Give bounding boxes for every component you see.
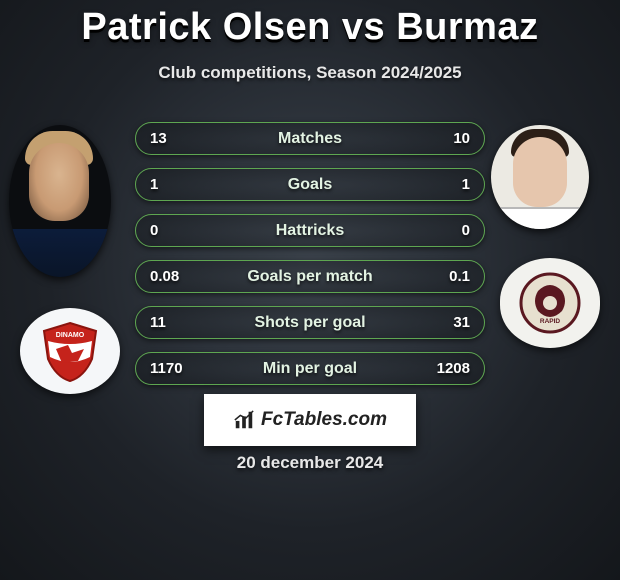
brand-box: FcTables.com (204, 394, 416, 446)
stat-row-shots_per_goal: 11 Shots per goal 31 (135, 306, 485, 339)
stat-row-hattricks: 0 Hattricks 0 (135, 214, 485, 247)
stat-p2-value: 1208 (437, 360, 470, 377)
stat-p1-value: 0 (150, 222, 158, 239)
stat-label: Shots per goal (254, 314, 365, 332)
date-text: 20 december 2024 (0, 453, 620, 473)
page-title: Patrick Olsen vs Burmaz (0, 0, 620, 49)
stat-p2-value: 0 (462, 222, 470, 239)
stat-p2-value: 10 (453, 130, 470, 147)
stat-row-goals: 1 Goals 1 (135, 168, 485, 201)
player2-club-badge: RAPID (500, 258, 600, 348)
stat-row-min_per_goal: 1170 Min per goal 1208 (135, 352, 485, 385)
brand-text: FcTables.com (261, 409, 387, 431)
stats-list: 13Matches101Goals10Hattricks00.08Goals p… (135, 122, 485, 385)
svg-text:DINAMO: DINAMO (56, 332, 85, 339)
subtitle: Club competitions, Season 2024/2025 (0, 63, 620, 83)
stat-p2-value: 0.1 (449, 268, 470, 285)
stat-label: Min per goal (263, 360, 357, 378)
stat-p1-value: 11 (150, 314, 166, 331)
stat-label: Goals (288, 176, 332, 194)
stat-p1-value: 1 (150, 176, 158, 193)
player1-photo (9, 125, 111, 277)
player2-photo (491, 125, 589, 229)
player1-club-badge: DINAMO (20, 308, 120, 394)
stat-label: Goals per match (247, 268, 372, 286)
stat-row-matches: 13 Matches 10 (135, 122, 485, 155)
stat-p1-value: 1170 (150, 360, 183, 377)
stat-label: Matches (278, 130, 342, 148)
stat-p2-value: 31 (453, 314, 470, 331)
stat-p2-value: 1 (462, 176, 470, 193)
stat-p1-value: 13 (150, 130, 167, 147)
chart-icon (233, 409, 255, 431)
stat-label: Hattricks (276, 222, 344, 240)
stat-row-goals_per_match: 0.08 Goals per match 0.1 (135, 260, 485, 293)
svg-text:RAPID: RAPID (540, 318, 561, 325)
card: Patrick Olsen vs Burmaz Club competition… (0, 0, 620, 580)
stat-p1-value: 0.08 (150, 268, 179, 285)
